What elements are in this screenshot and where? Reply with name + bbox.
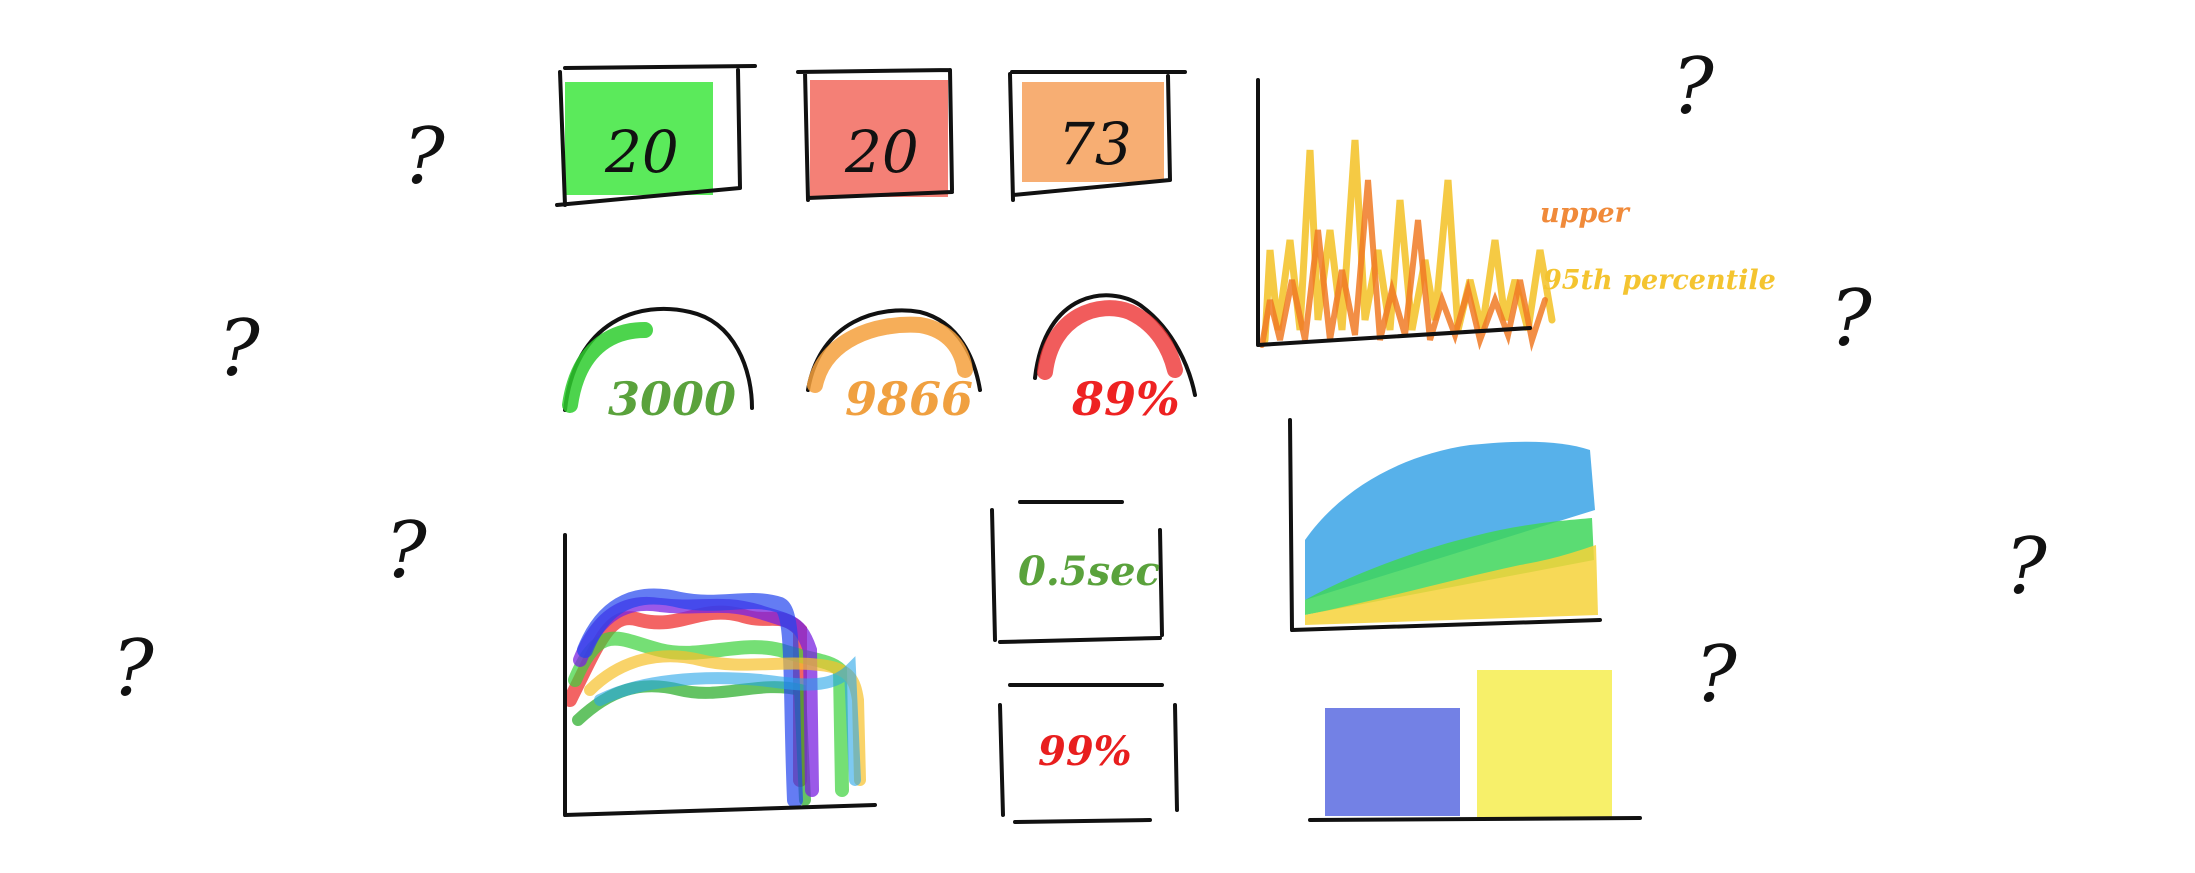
tile-value-orange: 73 xyxy=(1058,110,1132,178)
spike-chart xyxy=(1256,78,1556,352)
series-upper xyxy=(1259,179,1548,352)
stat-value-availability: 99% xyxy=(1038,728,1132,775)
stat-box-latency xyxy=(990,500,1164,644)
stat-value-latency: 0.5sec xyxy=(1018,548,1160,595)
stacked-area-chart xyxy=(1288,418,1602,632)
question-mark-icon: ? xyxy=(1672,42,1714,132)
gauge-red xyxy=(1033,293,1197,397)
multi-line-chart xyxy=(563,533,877,817)
question-mark-icon: ? xyxy=(112,624,154,714)
tile-orange xyxy=(1008,70,1187,202)
gauge-orange xyxy=(806,308,982,393)
tile-red xyxy=(796,68,954,202)
stat-box-availability xyxy=(998,683,1179,824)
tile-value-green: 20 xyxy=(605,118,679,186)
bar-yellow xyxy=(1477,670,1612,818)
gauge-value-red: 89% xyxy=(1072,372,1180,426)
question-mark-icon: ? xyxy=(403,112,445,202)
question-mark-icon: ? xyxy=(2005,522,2047,612)
gauge-green xyxy=(562,306,754,413)
tile-value-red: 20 xyxy=(845,118,919,186)
series-percentile xyxy=(1261,139,1556,344)
legend-label-percentile: 95th percentile xyxy=(1543,265,1776,296)
question-mark-icon: ? xyxy=(218,304,260,394)
bar-chart xyxy=(1308,670,1642,822)
gauge-value-green: 3000 xyxy=(608,372,737,426)
legend-label-upper: upper xyxy=(1540,198,1629,229)
question-mark-icon: ? xyxy=(1830,274,1872,364)
gauge-value-orange: 9866 xyxy=(845,372,974,426)
bar-blue xyxy=(1325,708,1460,816)
question-mark-icon: ? xyxy=(1695,630,1737,720)
question-mark-icon: ? xyxy=(385,506,427,596)
tile-green xyxy=(555,64,757,207)
